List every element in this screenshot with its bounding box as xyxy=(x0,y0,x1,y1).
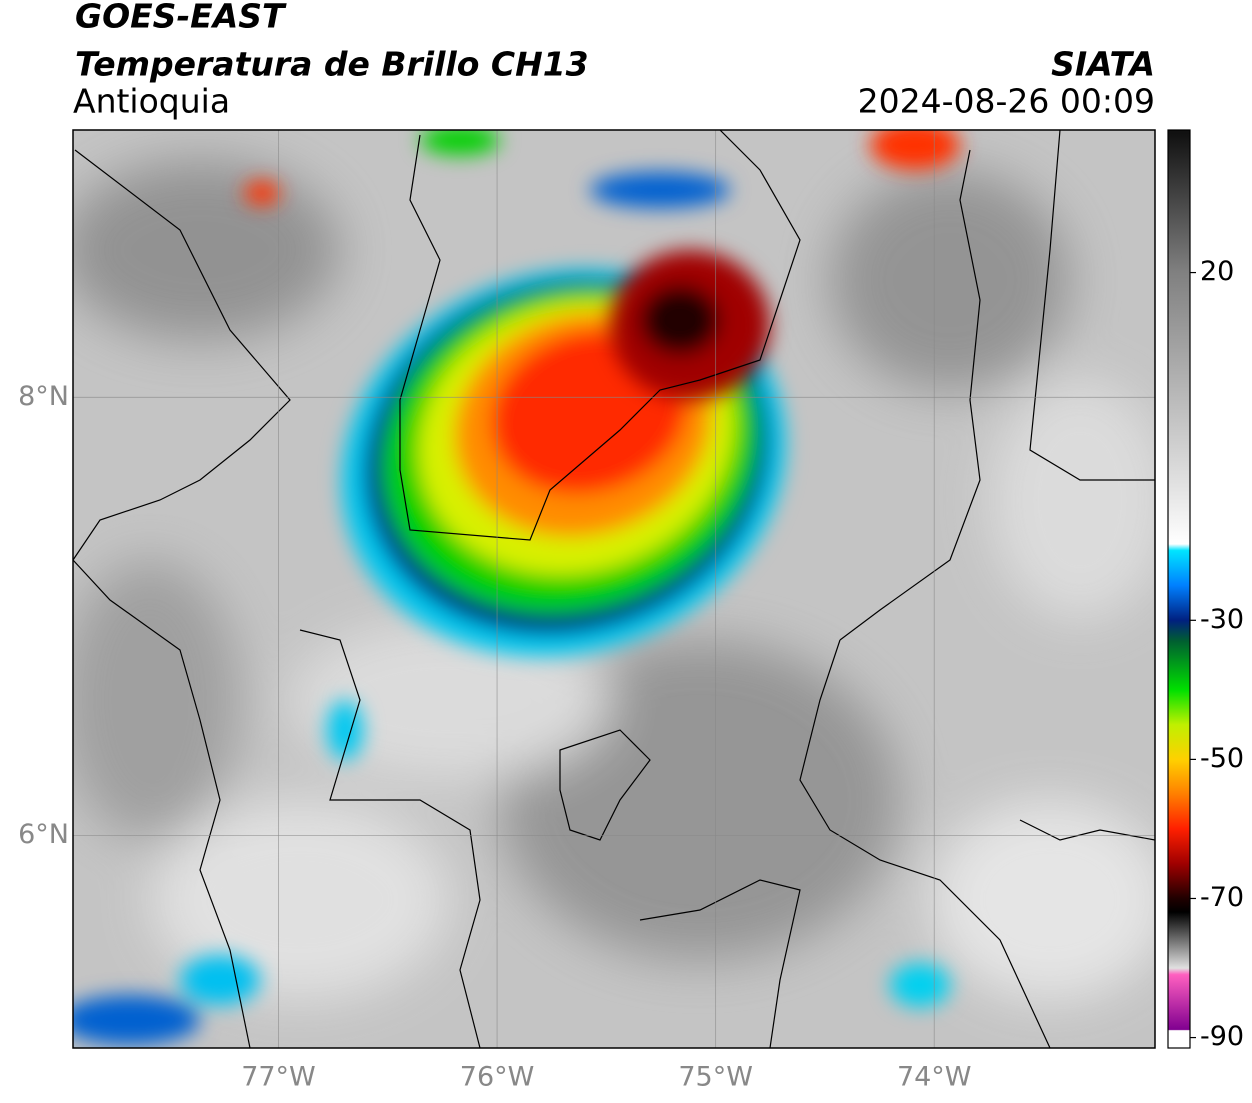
colorbar-tick-label: 20 xyxy=(1200,256,1234,287)
colorbar-tick-label: -30 xyxy=(1200,604,1244,635)
colorbar-tick-label: -50 xyxy=(1200,743,1244,774)
colorbar-tick-label: -90 xyxy=(1200,1021,1244,1052)
lat-tick-label: 8°N xyxy=(18,381,69,412)
datetime: 2024-08-26 00:09 xyxy=(858,82,1155,121)
lon-tick-label: 75°W xyxy=(678,1062,753,1093)
lon-tick-label: 76°W xyxy=(460,1062,535,1093)
colorbar xyxy=(1167,129,1191,1049)
region: Antioquia xyxy=(73,82,230,121)
source: SIATA xyxy=(1051,45,1155,84)
subtitle: Temperatura de Brillo CH13 xyxy=(75,45,589,84)
lon-tick-label: 74°W xyxy=(897,1062,972,1093)
lon-tick-label: 77°W xyxy=(241,1062,316,1093)
colorbar-tick-label: -70 xyxy=(1200,882,1244,913)
graticule: 77°W 76°W 75°W 74°W 8°N 6°N xyxy=(18,130,1155,1093)
title: GOES-EAST xyxy=(75,0,287,36)
colorbar-ticks: 20 -30 -50 -70 -90 xyxy=(1190,256,1244,1052)
lat-tick-label: 6°N xyxy=(18,819,69,850)
map-frame xyxy=(72,129,1156,1049)
map-imagery xyxy=(73,130,1155,1048)
